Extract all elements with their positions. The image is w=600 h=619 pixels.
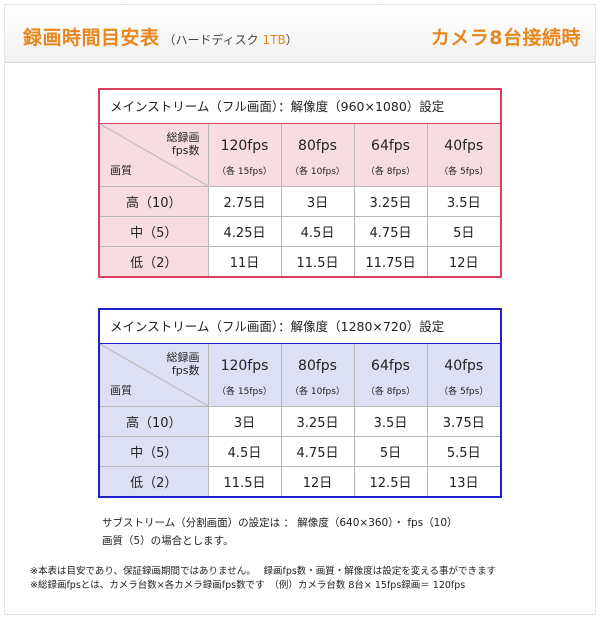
recording-table-1280x720: メインストリーム（フル画面）：解像度（1280×720）設定 総録画 fps数 画… (98, 308, 502, 498)
table-cell: 11.75日 (353, 245, 428, 276)
table-row: 中（5） 4.5日 4.75日 5日 5.5日 (100, 435, 500, 467)
total-fps-label: 総録画 fps数 (167, 131, 200, 157)
footnotes: ※本表は目安であり、保証録画期間ではありません。 録画fps数・画質・解像度は設… (30, 565, 496, 593)
title-text: 録画時間目安表 (23, 27, 160, 49)
table-cell: 3.25日 (353, 185, 428, 217)
fps-per-camera: （各 5fps） (439, 167, 489, 178)
diagonal-line (100, 124, 208, 186)
fps-value: 40fps (444, 358, 484, 375)
substream-note: サブストリーム（分割画面）の設定は ： 解像度（640×360）・ fps（10… (102, 514, 458, 550)
table-cell: 5日 (353, 435, 428, 467)
quality-row-label: 中（5） (100, 215, 209, 247)
fps-value: 120fps (220, 358, 269, 375)
subtitle-suffix: ） (285, 33, 298, 47)
corner-header-cell: 総録画 fps数 画質 (100, 124, 209, 187)
fps-value: 64fps (371, 358, 410, 375)
table-caption: メインストリーム（フル画面）：解像度（960×1080）設定 (100, 90, 500, 124)
fps-per-camera: （各 15fps） (217, 387, 272, 398)
quality-label: 画質 (110, 163, 132, 177)
table-cell: 4.5日 (207, 435, 282, 467)
table-cell: 4.75日 (280, 435, 355, 467)
fps-per-camera: （各 15fps） (217, 167, 272, 178)
corner-top-line2: fps数 (171, 364, 200, 377)
table-row: 中（5） 4.25日 4.5日 4.75日 5日 (100, 215, 500, 247)
fps-per-camera: （各 8fps） (365, 387, 416, 398)
table-cell: 4.25日 (207, 215, 282, 247)
page-title: 録画時間目安表 （ハードディスク 1TB） (23, 23, 298, 50)
camera-count-title: カメラ8台接続時 (430, 27, 581, 49)
fps-value: 80fps (298, 358, 337, 375)
table-cell: 13日 (426, 465, 500, 496)
table-cell: 11.5日 (207, 465, 282, 496)
table-cell: 11.5日 (280, 245, 355, 276)
table-cell: 3.5日 (426, 185, 500, 217)
total-fps-label: 総録画 fps数 (167, 351, 200, 377)
diagonal-line (100, 344, 208, 406)
page-header: 録画時間目安表 （ハードディスク 1TB） カメラ8台接続時 (5, 5, 595, 63)
corner-top-line1: 総録画 (166, 131, 200, 144)
table-cell: 5日 (426, 215, 500, 247)
corner-top-line1: 総録画 (166, 351, 200, 364)
quality-row-label: 低（2） (100, 465, 209, 496)
fps-header-cell: 80fps （各 10fps） (280, 124, 355, 187)
title-subtitle: （ハードディスク 1TB） (164, 33, 298, 47)
fps-header-cell: 120fps （各 15fps） (207, 124, 282, 187)
table-cell: 12日 (280, 465, 355, 496)
corner-top-line2: fps数 (171, 144, 200, 157)
table-row: 低（2） 11日 11.5日 11.75日 12日 (100, 245, 500, 276)
table-cell: 3日 (280, 185, 355, 217)
footnote-line: ※総録画fpsとは、カメラ台数×各カメラ録画fps数です （例）カメラ台数 8台… (30, 580, 466, 591)
note-line: サブストリーム（分割画面）の設定は ： 解像度（640×360）・ fps（10… (102, 517, 458, 529)
recording-time-table: 総録画 fps数 画質 120fps （各 15fps） 80fps （各 10fps… (100, 124, 500, 276)
table-cell: 12日 (426, 245, 500, 276)
recording-time-table: 総録画 fps数 画質 120fps （各 15fps） 80fps （各 10fps… (100, 344, 500, 496)
fps-value: 64fps (371, 138, 410, 155)
fps-per-camera: （各 10fps） (290, 167, 345, 178)
fps-value: 120fps (220, 138, 269, 155)
fps-per-camera: （各 8fps） (365, 167, 416, 178)
fps-header-cell: 64fps （各 8fps） (353, 124, 428, 187)
table-cell: 3.75日 (426, 405, 500, 437)
table-cell: 3日 (207, 405, 282, 437)
table-cell: 2.75日 (207, 185, 282, 217)
fps-per-camera: （各 5fps） (439, 387, 489, 398)
table-cell: 12.5日 (353, 465, 428, 496)
subtitle-capacity: 1TB (262, 33, 286, 47)
fps-header-cell: 40fps （各 5fps） (426, 124, 500, 187)
table-row: 低（2） 11.5日 12日 12.5日 13日 (100, 465, 500, 496)
recording-table-960x1080: メインストリーム（フル画面）：解像度（960×1080）設定 総録画 fps数 画… (98, 88, 502, 278)
fps-header-cell: 120fps （各 15fps） (207, 344, 282, 407)
table-cell: 4.5日 (280, 215, 355, 247)
quality-label: 画質 (110, 383, 132, 397)
table-row: 高（10） 2.75日 3日 3.25日 3.5日 (100, 185, 500, 217)
subtitle-prefix: （ハードディスク (163, 33, 263, 47)
quality-row-label: 高（10） (100, 185, 209, 217)
footnote-line: ※本表は目安であり、保証録画期間ではありません。 録画fps数・画質・解像度は設… (30, 566, 497, 577)
table-cell: 3.25日 (280, 405, 355, 437)
table-caption: メインストリーム（フル画面）：解像度（1280×720）設定 (100, 310, 500, 344)
fps-header-cell: 40fps （各 5fps） (426, 344, 500, 407)
fps-header-cell: 80fps （各 10fps） (280, 344, 355, 407)
fps-value: 80fps (298, 138, 337, 155)
corner-header-cell: 総録画 fps数 画質 (100, 344, 209, 407)
table-cell: 11日 (207, 245, 282, 276)
table-cell: 5.5日 (426, 435, 500, 467)
quality-row-label: 低（2） (100, 245, 209, 276)
fps-per-camera: （各 10fps） (290, 387, 345, 398)
fps-header-cell: 64fps （各 8fps） (353, 344, 428, 407)
quality-row-label: 中（5） (100, 435, 209, 467)
table-row: 高（10） 3日 3.25日 3.5日 3.75日 (100, 405, 500, 437)
quality-row-label: 高（10） (100, 405, 209, 437)
table-cell: 4.75日 (353, 215, 428, 247)
note-line: 画質（5）の場合とします。 (102, 535, 234, 547)
fps-value: 40fps (444, 138, 484, 155)
table-cell: 3.5日 (353, 405, 428, 437)
